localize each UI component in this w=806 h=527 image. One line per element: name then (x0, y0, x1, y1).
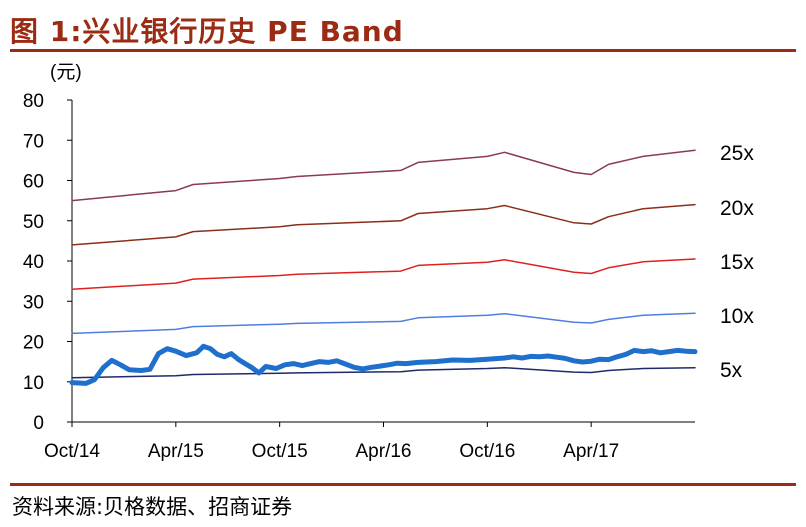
y-tick-label: 80 (23, 91, 44, 112)
x-tick-label: Apr/17 (563, 441, 619, 462)
y-axis-unit-label: (元) (50, 62, 82, 83)
series-line-5x (71, 366, 696, 379)
series-line-15x (71, 258, 696, 290)
title-divider (10, 49, 796, 52)
y-tick-label: 20 (23, 333, 44, 354)
series-labels: 25x 20x 15x 10x 5x (720, 142, 754, 382)
x-tick-label: Oct/15 (252, 441, 308, 462)
y-tick-label: 70 (23, 131, 44, 152)
x-tick-label: Apr/16 (356, 441, 412, 462)
series-line-price (69, 343, 698, 386)
data-source: 资料来源:贝格数据、招商证券 (12, 495, 293, 519)
series-lines (69, 149, 698, 386)
footer-divider (10, 483, 796, 486)
axes: 0 10 20 30 40 50 60 70 80 Oct/14 Apr/15 Oct/15 Apr/1… (23, 91, 695, 462)
y-tick-label: 10 (23, 373, 44, 394)
y-tick-label: 0 (33, 413, 44, 434)
y-tick-label: 60 (23, 172, 44, 193)
y-tick-label: 30 (23, 292, 44, 313)
series-label-10x: 10x (720, 305, 754, 328)
y-tick-label: 40 (23, 252, 44, 273)
x-tick-label: Oct/14 (44, 441, 100, 462)
series-label-20x: 20x (720, 197, 754, 220)
y-tick-label: 50 (23, 212, 44, 233)
x-tick-label: Oct/16 (459, 441, 515, 462)
series-label-25x: 25x (720, 142, 754, 165)
series-line-10x (71, 312, 696, 335)
series-line-25x (71, 149, 696, 202)
figure-title: 图 1:兴业银行历史 PE Band (10, 15, 404, 48)
x-tick-label: Apr/15 (148, 441, 204, 462)
series-line-20x (71, 203, 696, 246)
series-label-5x: 5x (720, 359, 743, 382)
series-label-15x: 15x (720, 251, 754, 274)
